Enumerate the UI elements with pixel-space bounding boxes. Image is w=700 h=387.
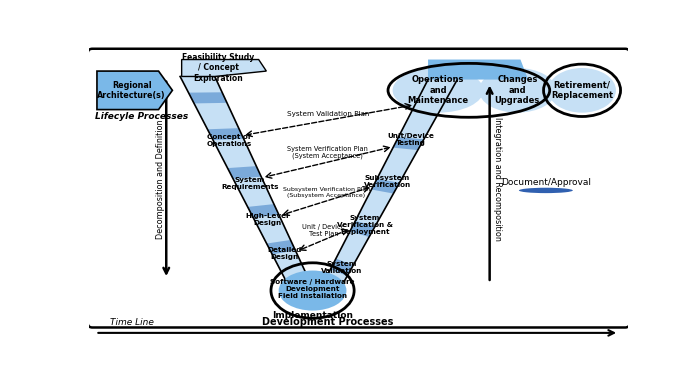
Text: Concept of
Operations: Concept of Operations [206,134,251,147]
FancyBboxPatch shape [88,49,630,327]
Text: Regional
Architecture(s): Regional Architecture(s) [97,80,166,100]
Text: Lifecyle Processes: Lifecyle Processes [95,112,189,121]
Polygon shape [97,71,172,110]
Text: System
Verification &
Deployment: System Verification & Deployment [337,214,393,235]
Polygon shape [267,240,295,254]
Polygon shape [393,137,424,150]
Polygon shape [321,80,457,297]
Ellipse shape [479,68,556,113]
Text: Changes
and
Upgrades: Changes and Upgrades [495,75,540,105]
Text: Unit/Device
Testing: Unit/Device Testing [387,133,434,146]
Text: System
Requirements: System Requirements [221,176,279,190]
Text: Feasibility Study
/ Concept
Exploration: Feasibility Study / Concept Exploration [183,53,255,83]
Polygon shape [248,204,279,218]
Text: Unit / Device
Test Plan: Unit / Device Test Plan [302,224,345,237]
Text: System
Validation: System Validation [321,261,363,274]
Text: Detailed
Design: Detailed Design [267,247,302,260]
Text: System Verification Plan
(System Acceptance): System Verification Plan (System Accepta… [287,146,368,159]
Text: System Validation Plan: System Validation Plan [288,111,370,117]
Text: Document/Approval: Document/Approval [501,178,591,187]
Text: Integration and Recomposition: Integration and Recomposition [493,117,502,241]
Ellipse shape [519,188,573,193]
Polygon shape [228,166,261,179]
Polygon shape [207,128,244,140]
Polygon shape [188,92,227,103]
Text: Subsystem
Verification: Subsystem Verification [364,175,411,188]
Polygon shape [428,60,528,80]
Text: Implementation: Implementation [272,312,353,320]
Ellipse shape [393,68,484,113]
Polygon shape [372,179,400,194]
Text: Decomposition and Definition: Decomposition and Definition [155,119,164,239]
Ellipse shape [279,271,346,310]
Polygon shape [182,60,266,77]
Text: Retirement/
Replacement: Retirement/ Replacement [551,80,613,100]
Polygon shape [330,259,354,276]
Polygon shape [180,77,312,292]
Text: Development Processes: Development Processes [262,317,393,327]
Text: Software / Hardware
Development
Field Installation: Software / Hardware Development Field In… [270,279,355,299]
Text: Operations
and
Maintenance: Operations and Maintenance [407,75,468,105]
Text: High-Level
Design: High-Level Design [246,213,289,226]
Text: Subsystem Verification Plan
(Subsystem Acceptance): Subsystem Verification Plan (Subsystem A… [283,187,370,198]
Text: Time Line: Time Line [110,319,153,327]
Polygon shape [350,221,375,237]
Ellipse shape [548,68,616,113]
